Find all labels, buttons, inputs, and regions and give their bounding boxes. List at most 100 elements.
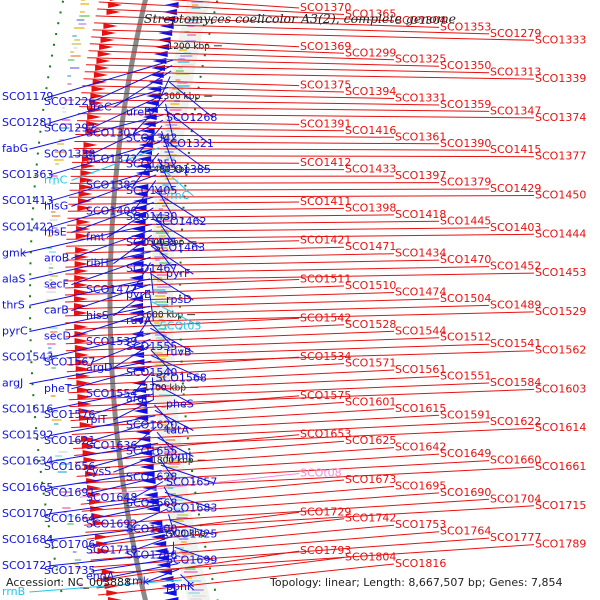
reverse-gene-arrow (145, 506, 160, 512)
reverse-gene-arrow (148, 79, 163, 85)
feature-stripe (49, 279, 53, 281)
left-gene-label: cysS (86, 465, 111, 478)
right-gene-label: SCO1793 (300, 544, 351, 557)
right-leader-line (67, 369, 395, 387)
feature-stripe (48, 251, 56, 253)
left-gene-label: cmk (126, 575, 150, 588)
left-leader-line (157, 158, 174, 192)
right-gene-label: SCO1614 (535, 421, 586, 434)
left-leader-line (71, 311, 151, 338)
left-gene-label: SCO1684 (2, 533, 53, 546)
right-gene-label: SCO1704 (490, 492, 541, 505)
left-leader-line (164, 491, 214, 510)
cog-stripe (176, 91, 183, 93)
right-leader-line (67, 220, 440, 226)
right-gene-label: SCO1452 (490, 260, 541, 273)
left-gene-label: SCO1338 (44, 147, 95, 160)
right-leader-line (96, 557, 345, 589)
cog-stripe (175, 73, 190, 75)
left-leader-line (149, 300, 201, 327)
cog-stripe (170, 103, 180, 105)
left-leader-line (29, 251, 152, 280)
right-leader-line (85, 505, 535, 533)
left-leader-line (29, 579, 182, 593)
right-leader-line (65, 311, 535, 324)
cog-stripe (181, 64, 194, 66)
left-leader-line (132, 317, 151, 343)
right-leader-line (65, 246, 345, 254)
cog-stripe (159, 394, 172, 396)
reverse-gene-arrow (144, 100, 159, 106)
left-gene-label: SCO1691 (44, 486, 95, 499)
left-gene-label: SCO1620 (126, 418, 177, 431)
right-leader-line (88, 50, 395, 61)
right-leader-line (77, 120, 300, 125)
right-gene-label: SCO1474 (395, 286, 446, 299)
right-leader-line (67, 363, 345, 380)
left-gene-label: SCO1735 (44, 564, 95, 577)
cog-stripe (166, 448, 175, 450)
forward-gene-arrow (74, 324, 89, 330)
feature-stripe (67, 75, 72, 77)
right-leader-line (74, 141, 440, 145)
left-gene-label: SCO1721 (2, 559, 53, 572)
cog-stripe (176, 517, 188, 519)
feature-stripe (63, 495, 69, 497)
cog-stripe (175, 79, 181, 81)
reverse-gene-arrow (133, 408, 148, 414)
cog-stripe (163, 427, 178, 429)
right-leader-line (65, 259, 440, 268)
right-leader-line (81, 92, 395, 99)
right-gene-label: SCO1377 (535, 150, 586, 163)
right-leader-line (91, 36, 300, 48)
right-leader-line (93, 544, 535, 575)
right-gene-label: SCO1304 (395, 14, 446, 27)
feature-stripe (67, 523, 74, 525)
feature-stripe (71, 43, 82, 45)
feature-stripe (56, 143, 65, 145)
cog-stripe (158, 415, 163, 417)
left-gene-label: SCO1700 (126, 523, 177, 536)
cog-stripe (180, 556, 186, 558)
right-gene-label: SCO1622 (490, 415, 541, 428)
left-leader-line (29, 305, 151, 332)
reverse-gene-arrow (158, 30, 173, 36)
right-leader-line (67, 207, 345, 212)
right-gene-label: SCO1418 (395, 208, 446, 221)
cog-stripe (168, 463, 181, 465)
cog-stripe (177, 82, 188, 84)
cog-stripe (162, 205, 168, 207)
cog-stripe (175, 70, 184, 72)
forward-gene-arrow (74, 254, 89, 260)
cog-stripe (159, 370, 172, 372)
feature-stripe (49, 335, 61, 337)
right-gene-label: SCO1601 (345, 395, 396, 408)
left-leader-line (49, 333, 151, 358)
feature-stripe (47, 247, 53, 249)
left-gene-label: ureC (86, 100, 112, 113)
right-leader-line (71, 414, 440, 435)
reverse-gene-arrow (153, 51, 168, 57)
cog-stripe (154, 352, 163, 354)
right-leader-line (78, 113, 535, 119)
left-gene-label: ppnK (166, 580, 195, 593)
right-gene-label: SCO1390 (440, 137, 491, 150)
left-gene-label: SCO1342 (126, 132, 177, 145)
left-gene-label: rplT (86, 413, 108, 426)
right-gene-label: SCO1715 (535, 499, 586, 512)
left-leader-line (91, 475, 163, 494)
cog-stripe (158, 319, 164, 321)
feature-stripe (57, 471, 67, 473)
right-gene-label: SCO1394 (345, 85, 396, 98)
right-leader-line (70, 182, 440, 184)
cog-stripe (156, 274, 168, 276)
left-gene-label: hisE (44, 226, 67, 239)
feature-stripe (60, 491, 71, 493)
left-gene-label: rrnC (44, 173, 68, 186)
cog-stripe (172, 502, 178, 504)
feature-stripe (61, 119, 71, 121)
cog-stripe (158, 328, 167, 330)
right-gene-label: SCO1729 (300, 505, 351, 518)
left-leader-line (152, 382, 194, 405)
